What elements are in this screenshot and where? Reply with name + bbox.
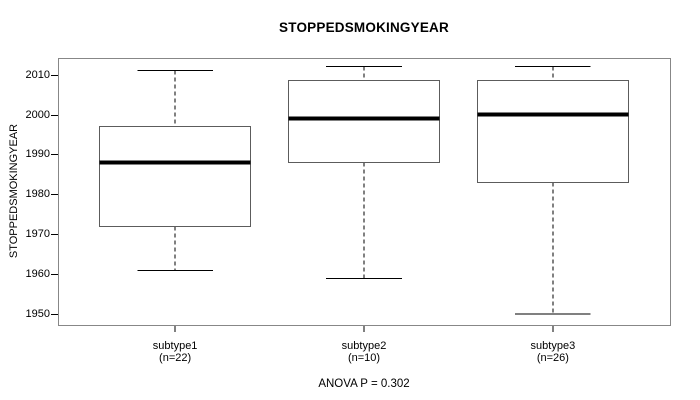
x-axis-group-label-subtype1: subtype1 (n=22) <box>115 340 235 364</box>
group-name-label: subtype3 <box>530 340 576 352</box>
y-axis-tick-label: 1990 <box>25 148 50 161</box>
y-axis-tick-label: 1960 <box>25 268 50 281</box>
y-axis-tick-label: 1980 <box>25 188 50 201</box>
box-subtype2 <box>287 80 441 163</box>
y-axis-tick-label: 2010 <box>25 68 50 81</box>
plot-frame <box>58 58 671 326</box>
y-axis-tick-label: 1970 <box>25 228 50 241</box>
chart-title: STOPPEDSMOKINGYEAR <box>279 20 449 35</box>
y-axis-tick-label: 1950 <box>25 308 50 321</box>
group-count-label: (n=22) <box>159 352 192 364</box>
group-count-label: (n=10) <box>347 352 381 364</box>
box-subtype1 <box>99 125 252 227</box>
x-axis-group-label-subtype2: subtype2 (n=10) <box>304 340 424 364</box>
anova-annotation: ANOVA P = 0.302 <box>318 378 410 390</box>
box-subtype3 <box>476 80 629 183</box>
group-name-label: subtype2 <box>341 340 387 352</box>
y-axis-tick-label: 2000 <box>25 108 50 121</box>
group-name-label: subtype1 <box>152 340 198 352</box>
x-axis-group-label-subtype3: subtype3 (n=26) <box>493 340 613 364</box>
group-count-label: (n=26) <box>536 352 569 364</box>
